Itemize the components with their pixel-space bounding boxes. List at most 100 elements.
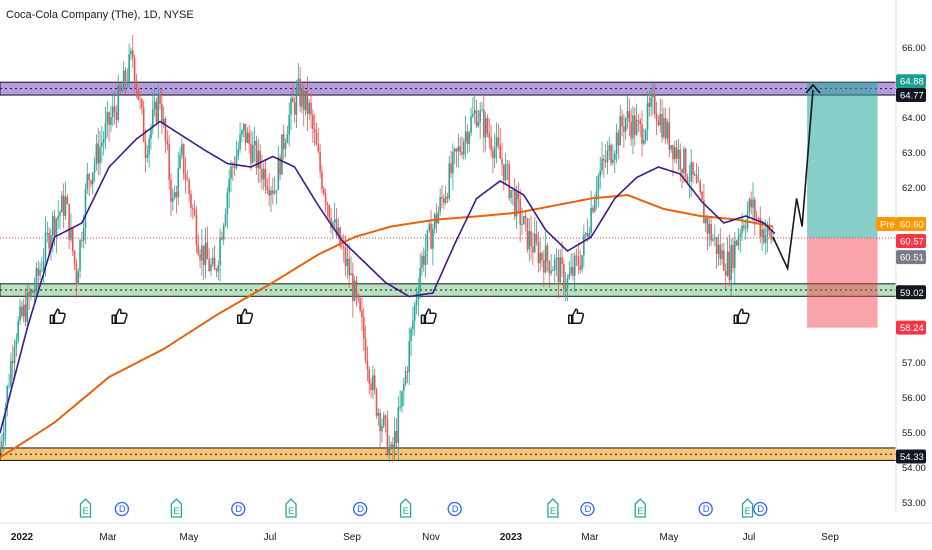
candle-body (99, 146, 101, 164)
candle-body (468, 132, 471, 145)
candle-body (523, 215, 525, 225)
candle-body (543, 260, 545, 273)
candle-body (377, 412, 380, 416)
orange-moving-average[interactable] (0, 193, 774, 459)
price-label[interactable]: 60.51 (896, 250, 926, 265)
candle-body (703, 199, 705, 224)
dividend-event-icon[interactable]: D (580, 501, 595, 517)
candle-body (713, 237, 716, 239)
purple-moving-average[interactable] (0, 120, 776, 434)
candle-body (106, 112, 109, 123)
dividend-event-icon[interactable]: D (447, 501, 462, 517)
candle-body (304, 90, 307, 111)
candle-body (633, 115, 636, 135)
candle-body (313, 128, 316, 133)
projection-path[interactable] (772, 89, 814, 272)
svg-text:E: E (403, 506, 409, 517)
price-label[interactable]: 64.77 (896, 88, 926, 103)
dividend-event-icon[interactable]: D (698, 501, 713, 517)
candle-body (248, 132, 250, 144)
candles (0, 34, 774, 463)
earnings-event-icon[interactable]: E (547, 498, 559, 518)
thumbs-up-icon[interactable] (733, 308, 750, 325)
candle-body (652, 93, 654, 98)
price-label[interactable]: 60.57 (896, 234, 926, 249)
earnings-event-icon[interactable]: E (741, 498, 754, 518)
candle-body (546, 245, 549, 261)
candle-body (17, 320, 19, 341)
candle-body (6, 386, 9, 408)
candle-body (710, 224, 712, 241)
candle-body (712, 238, 714, 241)
candle-body (361, 310, 363, 318)
candle-body (270, 190, 272, 196)
price-label[interactable]: 58.24 (896, 320, 926, 335)
svg-text:D: D (235, 504, 242, 515)
candle-body (170, 179, 172, 202)
candle-body (355, 280, 358, 295)
candle-body (664, 118, 667, 139)
candle-body (577, 256, 580, 266)
candle-body (326, 203, 329, 206)
price-label[interactable]: 54.33 (896, 449, 926, 464)
earnings-event-icon[interactable]: E (285, 498, 297, 518)
candle-body (517, 191, 520, 200)
candle-body (252, 145, 254, 163)
dividend-event-icon[interactable]: D (753, 501, 768, 517)
candle-body (217, 264, 220, 272)
candle-body (453, 148, 456, 152)
candle-body (550, 270, 552, 274)
candle-body (604, 160, 607, 163)
candle-body (623, 126, 625, 132)
svg-text:E: E (173, 506, 179, 517)
candle-body (501, 158, 503, 165)
dividend-event-icon[interactable]: D (352, 501, 368, 517)
candle-body (186, 179, 189, 181)
candle-body (208, 259, 210, 271)
candle-body (750, 199, 752, 208)
dividend-event-icon[interactable]: D (231, 501, 246, 517)
earnings-event-icon[interactable]: E (399, 498, 412, 518)
candle-body (763, 229, 765, 243)
earnings-event-icon[interactable]: E (170, 498, 183, 518)
candle-body (643, 139, 645, 144)
svg-text:E: E (288, 506, 294, 517)
candle-body (337, 227, 340, 236)
candle-body (490, 137, 492, 151)
price-label[interactable]: 64.88 (896, 74, 926, 89)
earnings-event-icon[interactable]: E (79, 498, 92, 518)
candle-body (630, 122, 632, 139)
candle-body (428, 223, 431, 231)
position-loss-area[interactable] (807, 238, 878, 328)
candle-body (157, 96, 160, 123)
price-label[interactable]: 59.02 (896, 285, 926, 300)
candle-body (635, 119, 638, 135)
thumbs-up-icon[interactable] (49, 308, 66, 325)
candle-body (390, 444, 392, 447)
candle-body (102, 139, 105, 144)
candle-body (19, 306, 21, 321)
candle-body (597, 176, 600, 191)
candle-body (42, 261, 45, 270)
earnings-event-icon[interactable]: E (634, 498, 646, 518)
position-profit-area[interactable] (807, 82, 878, 239)
candle-body (255, 140, 258, 169)
candle-body (641, 124, 643, 144)
dividend-event-icon[interactable]: D (114, 501, 130, 517)
y-tick-label: 63.00 (902, 148, 926, 159)
thumbs-up-icon[interactable] (111, 308, 128, 325)
candle-body (21, 306, 23, 317)
thumbs-up-icon[interactable] (567, 308, 585, 325)
thumbs-up-icon[interactable] (236, 308, 254, 325)
thumbs-up-icon[interactable] (420, 308, 437, 325)
candle-body (162, 118, 165, 124)
price-label[interactable]: 60.60 Pre (876, 217, 926, 231)
candle-body (422, 255, 425, 265)
candle-body (70, 228, 72, 240)
candle-body (721, 250, 723, 259)
x-tick-label: May (180, 532, 199, 543)
candle-body (246, 132, 249, 143)
candle-body (479, 110, 481, 123)
candle-body (497, 137, 500, 146)
